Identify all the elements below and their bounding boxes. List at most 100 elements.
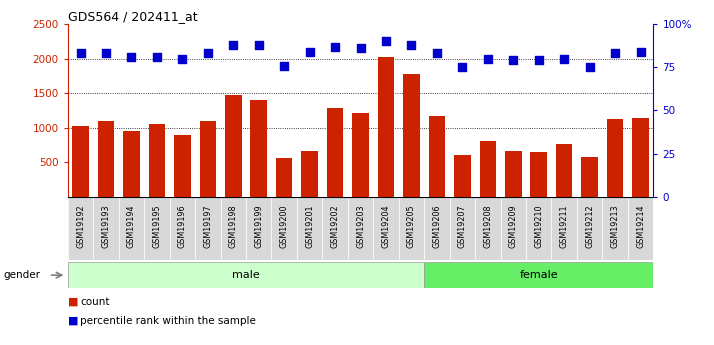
Bar [98,121,114,197]
FancyBboxPatch shape [603,197,628,260]
Point [558,56,570,61]
FancyBboxPatch shape [526,197,551,260]
Bar [327,108,343,197]
Point [431,51,443,56]
Text: GSM19200: GSM19200 [280,204,288,248]
Bar [225,95,241,197]
Bar [149,124,165,197]
Text: GSM19202: GSM19202 [331,204,340,248]
FancyBboxPatch shape [323,197,348,260]
Text: GSM19205: GSM19205 [407,204,416,248]
FancyBboxPatch shape [501,197,526,260]
Text: GSM19194: GSM19194 [127,204,136,248]
FancyBboxPatch shape [348,197,373,260]
Point [329,44,341,49]
Point [610,51,621,56]
Bar [581,157,598,197]
Point [228,42,239,48]
Text: ■: ■ [68,297,79,307]
Point [482,56,493,61]
Text: GSM19193: GSM19193 [101,204,111,248]
Point [584,65,595,70]
Text: GSM19199: GSM19199 [254,204,263,248]
FancyBboxPatch shape [297,197,323,260]
Text: percentile rank within the sample: percentile rank within the sample [80,316,256,326]
FancyBboxPatch shape [119,197,144,260]
Text: GSM19207: GSM19207 [458,204,467,248]
Point [304,49,316,55]
FancyBboxPatch shape [68,197,94,260]
Text: count: count [80,297,109,307]
Point [253,42,264,48]
Text: GSM19196: GSM19196 [178,204,187,248]
Point [202,51,213,56]
Point [406,42,417,48]
Point [278,63,290,68]
Text: GSM19208: GSM19208 [483,204,493,248]
Bar [607,119,623,197]
Bar [424,262,653,288]
Point [635,49,646,55]
Point [355,46,366,51]
Bar [454,155,471,197]
FancyBboxPatch shape [373,197,398,260]
Bar [68,262,424,288]
FancyBboxPatch shape [628,197,653,260]
Text: GSM19192: GSM19192 [76,204,85,248]
FancyBboxPatch shape [144,197,170,260]
Text: GSM19204: GSM19204 [381,204,391,248]
Bar [352,113,369,197]
FancyBboxPatch shape [475,197,501,260]
Text: GSM19195: GSM19195 [152,204,161,248]
FancyBboxPatch shape [424,197,450,260]
Bar [251,100,267,197]
FancyBboxPatch shape [246,197,271,260]
FancyBboxPatch shape [271,197,297,260]
Text: GSM19209: GSM19209 [509,204,518,248]
Bar [531,152,547,197]
FancyBboxPatch shape [195,197,221,260]
Bar [124,131,140,197]
Text: GSM19198: GSM19198 [228,204,238,248]
Bar [72,126,89,197]
FancyBboxPatch shape [170,197,195,260]
FancyBboxPatch shape [221,197,246,260]
Text: GDS564 / 202411_at: GDS564 / 202411_at [68,10,198,23]
Bar [301,151,318,197]
FancyBboxPatch shape [94,197,119,260]
Point [457,65,468,70]
Text: ■: ■ [68,316,79,326]
Text: GSM19201: GSM19201 [305,204,314,248]
Text: male: male [232,270,260,280]
Text: gender: gender [4,270,41,280]
Text: GSM19203: GSM19203 [356,204,365,248]
Text: female: female [520,270,558,280]
Bar [428,116,446,197]
Point [126,54,137,60]
FancyBboxPatch shape [551,197,577,260]
Bar [480,141,496,197]
Point [381,39,392,44]
Bar [276,158,293,197]
Text: GSM19197: GSM19197 [203,204,212,248]
Text: GSM19206: GSM19206 [433,204,441,248]
FancyBboxPatch shape [398,197,424,260]
Text: GSM19213: GSM19213 [610,204,620,248]
Bar [633,118,649,197]
Text: GSM19210: GSM19210 [534,204,543,248]
Point [100,51,111,56]
Text: GSM19214: GSM19214 [636,204,645,248]
FancyBboxPatch shape [577,197,603,260]
Bar [556,144,573,197]
Point [151,54,163,60]
Point [176,56,188,61]
Text: GSM19211: GSM19211 [560,204,569,248]
Point [508,58,519,63]
Bar [199,121,216,197]
Point [75,51,86,56]
Bar [403,74,420,197]
Text: GSM19212: GSM19212 [585,204,594,248]
Point [533,58,545,63]
Bar [505,151,521,197]
Bar [378,57,394,197]
